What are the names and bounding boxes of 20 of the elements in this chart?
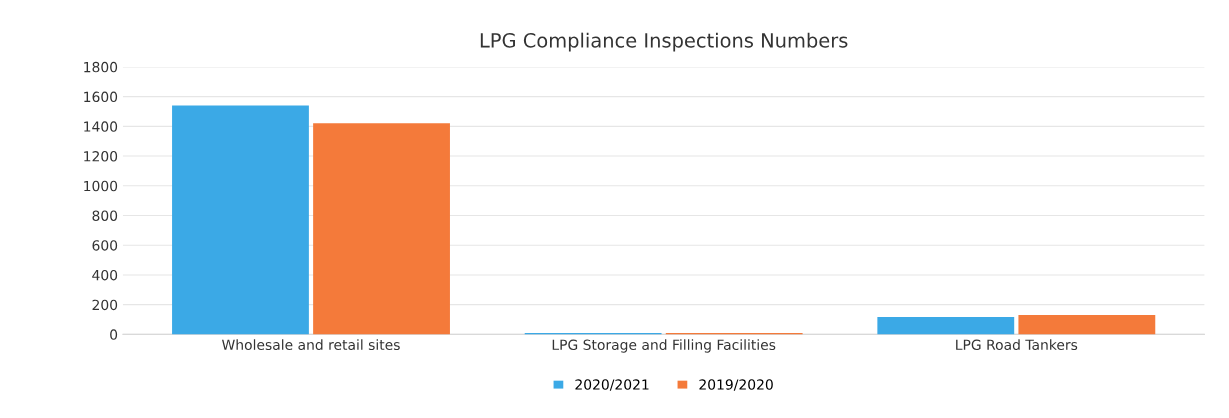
x-tick-label: LPG Storage and Filling Facilities bbox=[552, 339, 776, 353]
y-tick-label: 600 bbox=[92, 240, 118, 251]
x-tick-label: LPG Road Tankers bbox=[956, 339, 1078, 351]
y-tick-label: 1600 bbox=[84, 91, 118, 103]
y-tick-label: 800 bbox=[92, 210, 118, 221]
y-tick-label: 1000 bbox=[84, 180, 118, 192]
y-tick-label: 200 bbox=[92, 299, 118, 311]
bar bbox=[877, 317, 1015, 335]
x-tick-label: Wholesale and retail sites bbox=[222, 339, 400, 351]
bar bbox=[1018, 315, 1156, 335]
bar bbox=[313, 123, 450, 335]
chart-title: LPG Compliance Inspections Numbers bbox=[480, 32, 848, 52]
y-tick-label: 1200 bbox=[84, 151, 118, 162]
bar bbox=[172, 105, 309, 335]
y-tick-label: 0 bbox=[110, 329, 118, 340]
legend-label: 2019/2020 bbox=[699, 379, 773, 391]
y-tick-label: 400 bbox=[92, 269, 118, 281]
legend-label: 2020/2021 bbox=[575, 379, 649, 391]
y-tick-label: 1800 bbox=[84, 61, 118, 73]
y-tick-label: 1400 bbox=[84, 121, 118, 132]
